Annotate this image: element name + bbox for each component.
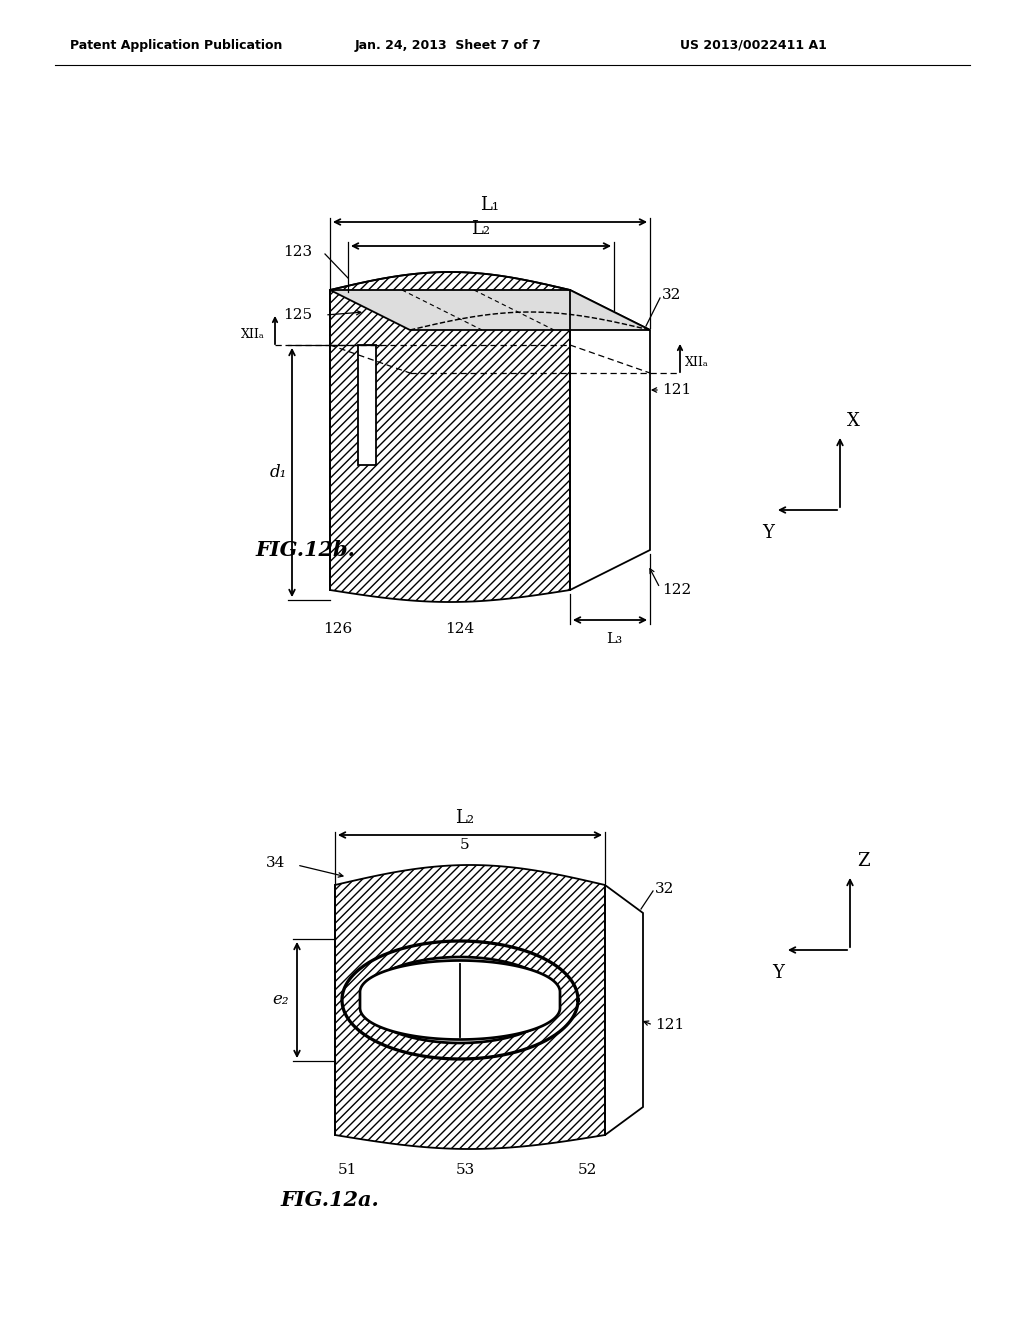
Text: XIIₐ: XIIₐ bbox=[242, 329, 265, 342]
Text: 125: 125 bbox=[283, 308, 312, 322]
Text: 32: 32 bbox=[655, 882, 675, 896]
Text: 121: 121 bbox=[662, 383, 691, 397]
Polygon shape bbox=[570, 290, 650, 590]
Text: Z: Z bbox=[857, 851, 869, 870]
Text: L₁: L₁ bbox=[480, 195, 500, 214]
Text: 121: 121 bbox=[655, 1018, 684, 1032]
Polygon shape bbox=[362, 957, 558, 1043]
Polygon shape bbox=[330, 290, 650, 330]
Polygon shape bbox=[335, 865, 605, 1148]
Text: X: X bbox=[847, 412, 860, 430]
Text: 34: 34 bbox=[265, 855, 285, 870]
Polygon shape bbox=[330, 272, 570, 602]
Text: L₂: L₂ bbox=[471, 220, 490, 238]
Text: FIG.12a.: FIG.12a. bbox=[280, 1191, 379, 1210]
Text: 123: 123 bbox=[283, 246, 312, 259]
Bar bbox=[358, 345, 376, 465]
Text: Patent Application Publication: Patent Application Publication bbox=[70, 40, 283, 51]
Text: Y: Y bbox=[772, 964, 784, 982]
Text: e₂: e₂ bbox=[272, 991, 289, 1008]
Text: 124: 124 bbox=[445, 622, 475, 636]
Text: 51: 51 bbox=[337, 1163, 356, 1177]
Text: 122: 122 bbox=[662, 583, 691, 597]
Text: US 2013/0022411 A1: US 2013/0022411 A1 bbox=[680, 40, 826, 51]
Text: d₁: d₁ bbox=[269, 465, 287, 480]
Text: 5: 5 bbox=[460, 838, 470, 851]
Text: Y: Y bbox=[762, 524, 774, 543]
Text: 32: 32 bbox=[662, 288, 681, 302]
Text: XIIₐ: XIIₐ bbox=[685, 356, 709, 370]
Text: FIG.12b.: FIG.12b. bbox=[255, 540, 355, 560]
Text: L₃: L₃ bbox=[606, 632, 622, 645]
Text: 53: 53 bbox=[456, 1163, 475, 1177]
Polygon shape bbox=[360, 961, 560, 1039]
Polygon shape bbox=[605, 884, 643, 1135]
Text: L₂: L₂ bbox=[456, 809, 474, 828]
Text: Jan. 24, 2013  Sheet 7 of 7: Jan. 24, 2013 Sheet 7 of 7 bbox=[355, 40, 542, 51]
Text: 52: 52 bbox=[578, 1163, 597, 1177]
Text: 126: 126 bbox=[324, 622, 352, 636]
